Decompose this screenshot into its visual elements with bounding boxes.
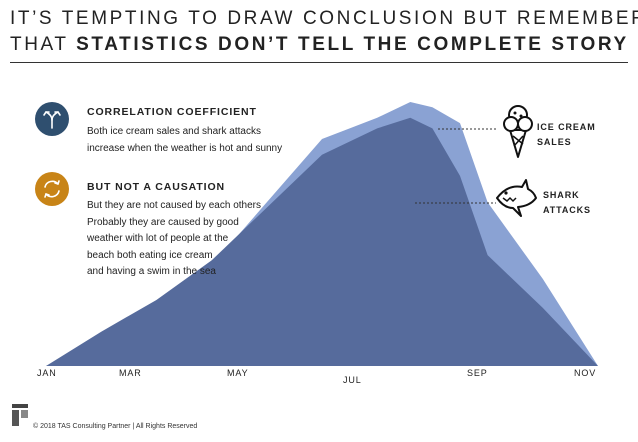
correlation-description: Both ice cream sales and shark attacks i… — [87, 124, 282, 157]
page-title: IT’S TEMPTING TO DRAW CONCLUSION BUT REM… — [10, 6, 638, 58]
title-line-1: IT’S TEMPTING TO DRAW CONCLUSION BUT REM… — [10, 8, 638, 29]
month-label-mar: MAR — [119, 368, 142, 378]
month-label-sep: SEP — [467, 368, 488, 378]
correlation-line: Both ice cream sales and shark attacks — [87, 126, 261, 137]
shark-icon — [496, 179, 537, 217]
correlation-badge — [35, 102, 69, 136]
month-label-jul: JUL — [343, 375, 362, 385]
causation-badge — [35, 172, 69, 206]
shark-label: SHARK ATTACKS — [543, 188, 591, 218]
correlation-heading: CORRELATION COEFFICIENT — [87, 106, 257, 118]
causation-description: But they are not caused by each others P… — [87, 198, 261, 281]
causation-heading: BUT NOT A CAUSATION — [87, 181, 226, 193]
ice-cream-icon — [503, 105, 533, 158]
shark-label-line: SHARK — [543, 190, 580, 200]
footer-copyright: © 2018 TAS Consulting Partner | All Righ… — [33, 423, 198, 430]
title-line-2-bold: STATISTICS DON’T TELL THE COMPLETE STORY — [76, 34, 629, 55]
title-divider — [10, 62, 628, 63]
ice-cream-label-line: ICE CREAM — [537, 122, 596, 132]
ice-cream-label-line: SALES — [537, 137, 572, 147]
correlation-line: increase when the weather is hot and sun… — [87, 142, 283, 154]
cycle-arrows-icon — [44, 180, 60, 198]
ice-cream-label: ICE CREAM SALES — [537, 120, 596, 150]
tas-logo-icon — [12, 404, 28, 426]
causation-line: beach both eating ice cream — [87, 249, 213, 261]
month-label-jan: JAN — [37, 368, 57, 378]
causation-line: Probably they are caused by good — [87, 216, 239, 228]
month-label-may: MAY — [227, 368, 249, 378]
causation-line: and having a swim in the sea — [87, 266, 216, 277]
title-line-2: THAT STATISTICS DON’T TELL THE COMPLETE … — [10, 32, 630, 58]
month-label-nov: NOV — [574, 368, 597, 378]
arrows-converge-icon — [43, 111, 61, 129]
area-shark-attacks — [46, 117, 598, 366]
shark-label-line: ATTACKS — [543, 205, 591, 215]
causation-line: But they are not caused by each others — [87, 200, 261, 211]
title-line-2-prefix: THAT — [10, 34, 77, 55]
causation-line: weather with lot of people at the — [87, 233, 229, 244]
